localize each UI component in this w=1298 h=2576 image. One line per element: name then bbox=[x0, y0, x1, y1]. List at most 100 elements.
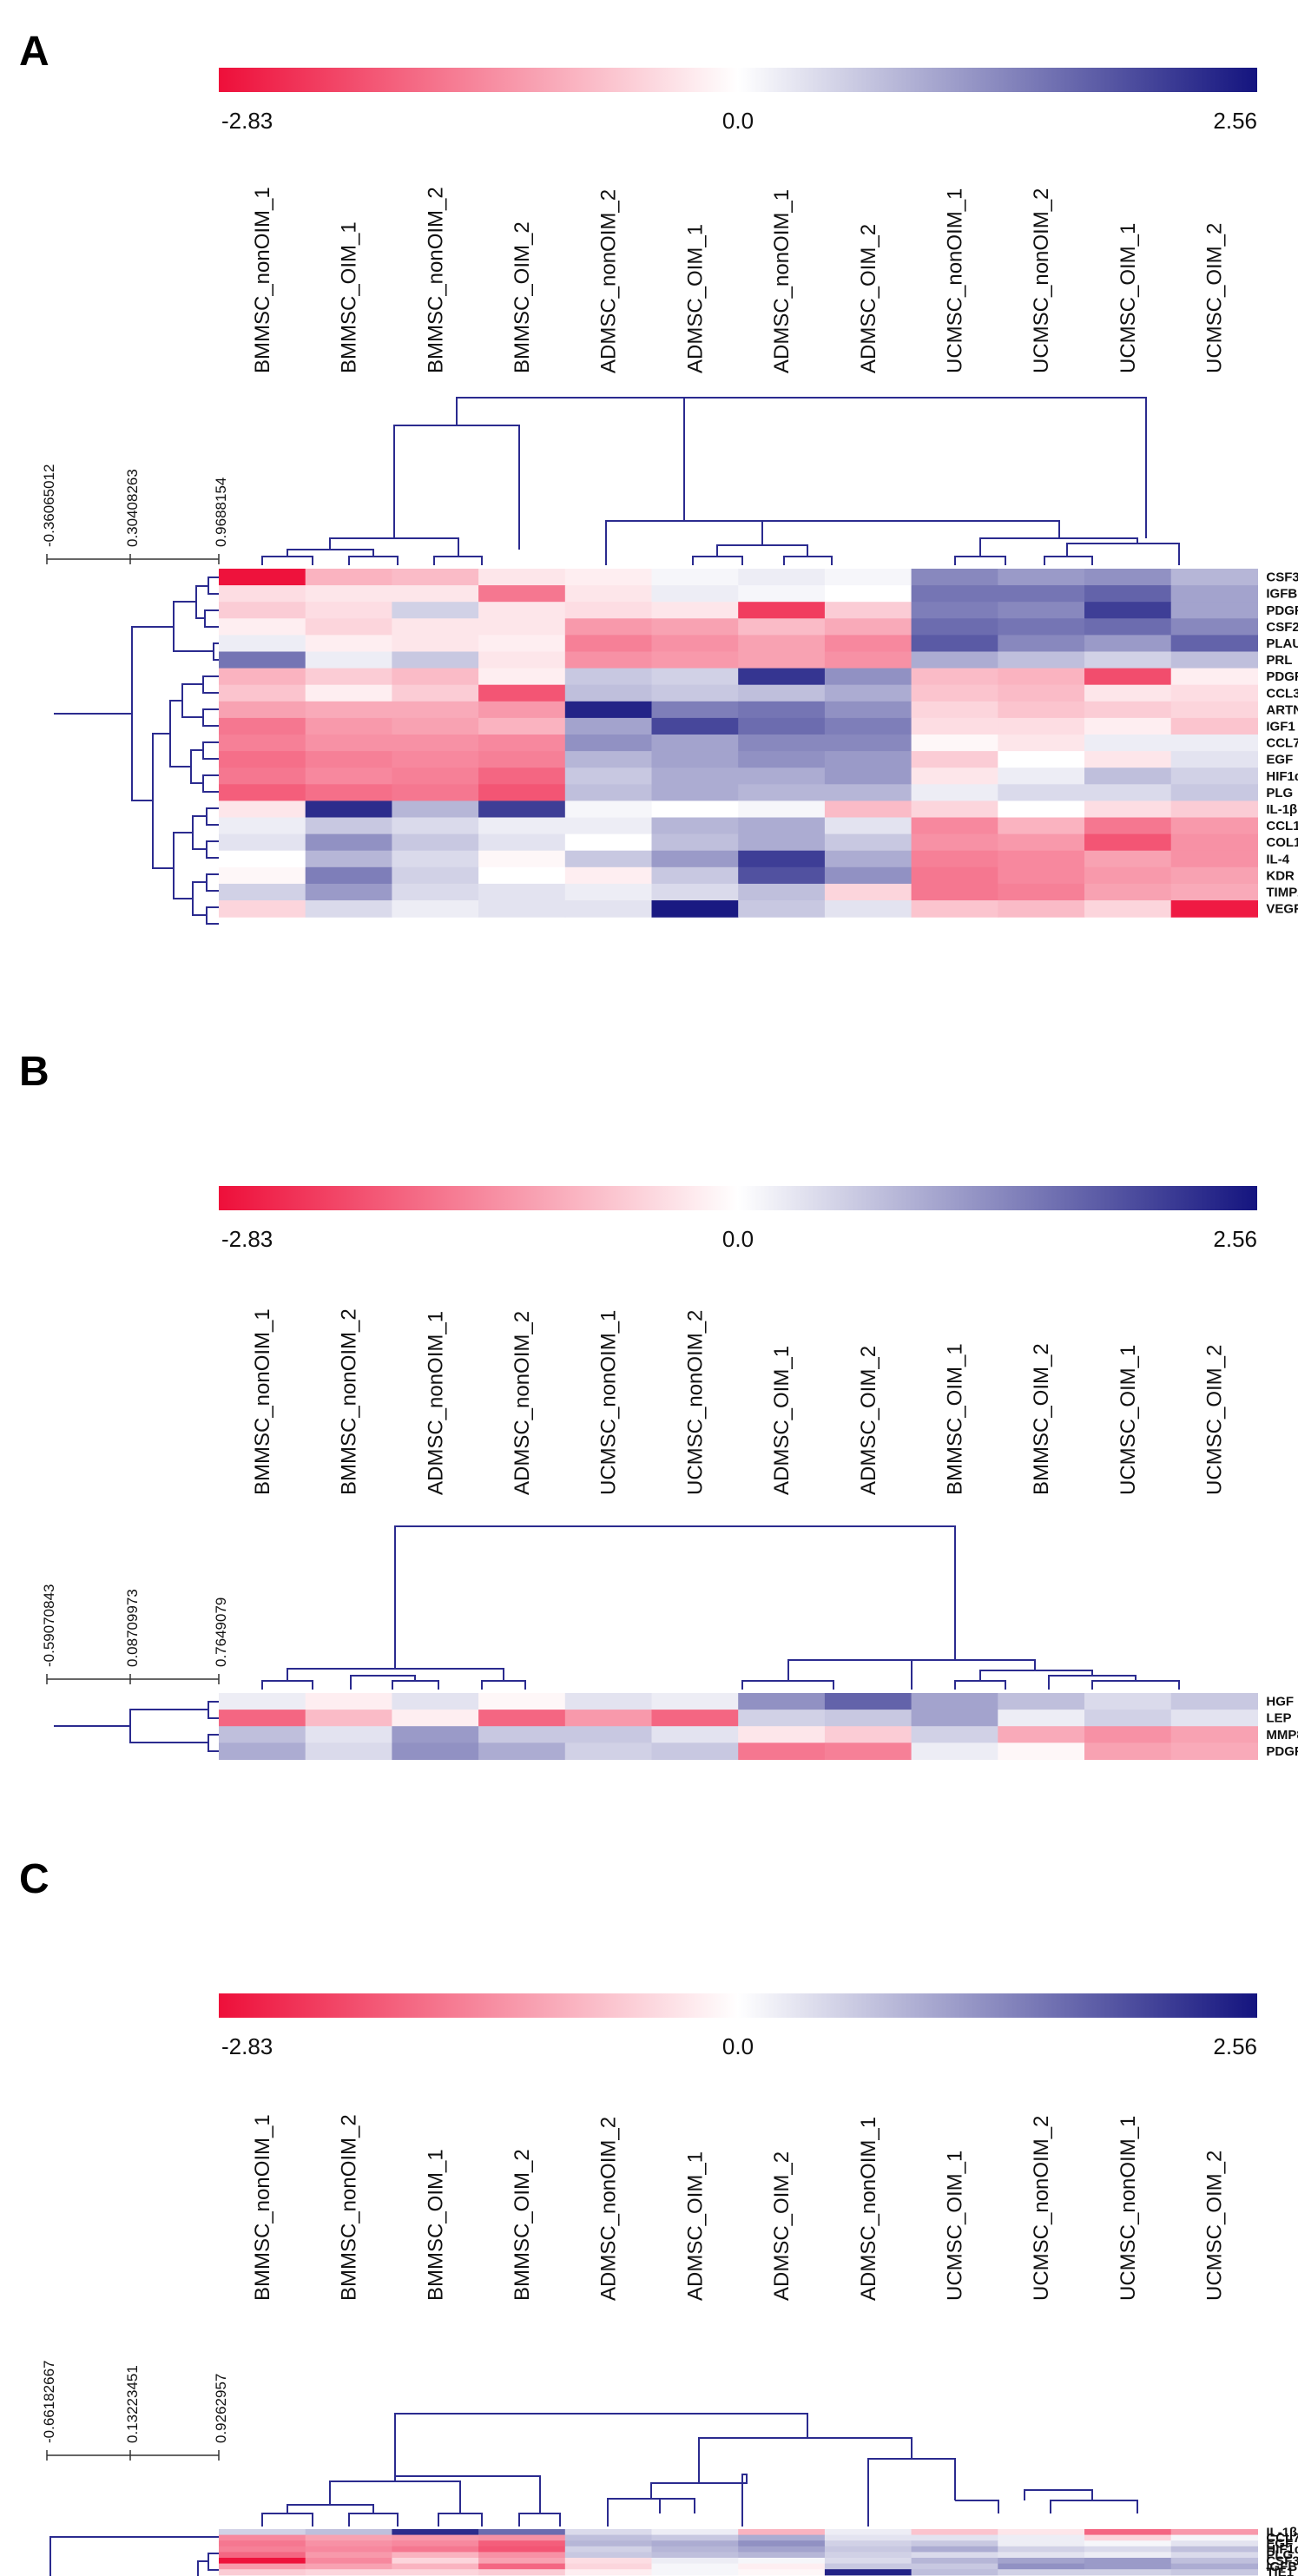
heatmap-cell-IGFBP1-ADMSC_OIM_2 bbox=[738, 2563, 826, 2570]
heatmap-cell-VEGFA-UCMSC_nonOIM_2 bbox=[998, 900, 1085, 918]
heatmap-cell-TIE1-BMMSC_nonOIM_2 bbox=[305, 2569, 392, 2576]
heatmap-cell-IL-1β-UCMSC_nonOIM_1 bbox=[1084, 2529, 1172, 2536]
heatmap-cell-VEGFA-ADMSC_nonOIM_2 bbox=[564, 900, 653, 918]
heatmap-cell-IGF1-BMMSC_nonOIM_2 bbox=[392, 717, 479, 735]
heatmap-cell-CCL13-ADMSC_OIM_2 bbox=[824, 817, 913, 835]
heatmap-cell-TIMP2-UCMSC_nonOIM_1 bbox=[911, 883, 998, 901]
row-label: CCL3 bbox=[1266, 686, 1298, 701]
column-label: BMMSC_OIM_2 bbox=[511, 221, 534, 373]
heatmap-cell-CSF3-BMMSC_nonOIM_2 bbox=[392, 569, 479, 586]
heatmap-cell-LEP-BMMSC_OIM_2 bbox=[998, 1710, 1085, 1727]
heatmap-cell-IL-1β-ADMSC_OIM_1 bbox=[651, 800, 739, 819]
heatmap-cell-TIE1-UCMSC_nonOIM_1 bbox=[1084, 2569, 1172, 2576]
heatmap-cell-HGF-UCMSC_nonOIM_2 bbox=[651, 1693, 739, 1710]
heatmap-cell-KDR-ADMSC_OIM_2 bbox=[824, 866, 913, 885]
column-label: BMMSC_nonOIM_1 bbox=[251, 187, 274, 373]
heatmap-cell-HGF-ADMSC_nonOIM_2 bbox=[478, 1693, 566, 1710]
heatmap-cell-ARTN-ADMSC_OIM_2 bbox=[824, 701, 913, 719]
column-label: UCMSC_nonOIM_2 bbox=[1030, 2116, 1053, 2301]
heatmap-cell-CCL7-ADMSC_nonOIM_2 bbox=[564, 2534, 653, 2541]
heatmap-cell-IGFBP1-BMMSC_OIM_1 bbox=[392, 2563, 479, 2570]
column-label: ADMSC_nonOIM_1 bbox=[424, 1311, 447, 1495]
heatmap-cell-PDGFC-ADMSC_nonOIM_2 bbox=[564, 602, 653, 619]
heatmap-cell-EGF-ADMSC_nonOIM_1 bbox=[738, 751, 826, 768]
row-label: PLAU bbox=[1266, 636, 1298, 651]
heatmap-cell-PDGFD-ADMSC_nonOIM_1 bbox=[738, 668, 826, 686]
heatmap-cell-EGF-ADMSC_OIM_2 bbox=[738, 2540, 826, 2547]
panel-label-a: A bbox=[19, 29, 49, 75]
heatmap-cell-IL-1β-ADMSC_OIM_2 bbox=[824, 800, 913, 819]
heatmap-cell-TIMP2-UCMSC_nonOIM_2 bbox=[998, 883, 1085, 901]
row-dendrogram bbox=[49, 2536, 219, 2576]
heatmap-cell-KDR-BMMSC_OIM_2 bbox=[478, 866, 566, 885]
heatmap-cell-PLAU-UCMSC_OIM_2 bbox=[1170, 635, 1258, 653]
heatmap-cell-HGF-ADMSC_nonOIM_1 bbox=[392, 1693, 479, 1710]
heatmap-cell-TIMP2-ADMSC_nonOIM_1 bbox=[738, 883, 826, 901]
heatmap-cell-CCL7-UCMSC_nonOIM_1 bbox=[911, 735, 998, 752]
heatmap-cell-PLG-BMMSC_OIM_1 bbox=[392, 2552, 479, 2559]
row-dendrogram bbox=[54, 1701, 219, 1752]
heatmap-cell-IL-1β-BMMSC_nonOIM_1 bbox=[219, 2529, 306, 2536]
heatmap-cell-LEP-UCMSC_nonOIM_1 bbox=[564, 1710, 653, 1727]
heatmap-cell-IL-1β-BMMSC_nonOIM_2 bbox=[392, 800, 479, 819]
row-label: VEGFA bbox=[1266, 902, 1298, 917]
heatmap-cell-PDGFC-BMMSC_OIM_1 bbox=[305, 602, 392, 619]
heatmap-cell-IL-4-ADMSC_nonOIM_2 bbox=[564, 850, 653, 868]
heatmap-cell-CSF3-ADMSC_nonOIM_2 bbox=[564, 2558, 653, 2565]
heatmap-cell-PLG-BMMSC_nonOIM_1 bbox=[219, 2552, 306, 2559]
row-label: IL-1β bbox=[1266, 802, 1297, 817]
column-label: UCMSC_nonOIM_1 bbox=[597, 1310, 621, 1495]
heatmap-cell-IL-4-BMMSC_nonOIM_1 bbox=[219, 850, 306, 868]
heatmap-cell-CCL3-BMMSC_OIM_2 bbox=[478, 684, 566, 702]
heatmap-cell-MMP8-BMMSC_OIM_2 bbox=[998, 1726, 1085, 1743]
distance-tick-1: -0.66182667 bbox=[41, 2361, 57, 2443]
heatmap-cell-PDGFD-ADMSC_OIM_2 bbox=[824, 668, 913, 686]
heatmap-cell-HGF-UCMSC_nonOIM_1 bbox=[564, 1693, 653, 1710]
heatmap-cell-IGFBP1-ADMSC_nonOIM_1 bbox=[738, 585, 826, 603]
heatmap-cell-ARTN-ADMSC_nonOIM_1 bbox=[738, 701, 826, 719]
heatmap-cell-CSF3-UCMSC_nonOIM_1 bbox=[911, 569, 998, 586]
row-label: LEP bbox=[1266, 1711, 1291, 1726]
heatmap-cell-IGF1-BMMSC_nonOIM_1 bbox=[219, 717, 306, 735]
heatmap-cell-MMP8-ADMSC_OIM_1 bbox=[738, 1726, 826, 1743]
heatmap-cell-CCL3-UCMSC_OIM_1 bbox=[1084, 684, 1172, 702]
heatmap-cell-PLG-UCMSC_OIM_2 bbox=[1170, 2552, 1258, 2559]
heatmap-cell-TIE1-ADMSC_nonOIM_1 bbox=[824, 2569, 913, 2576]
heatmap-cell-IL-4-ADMSC_nonOIM_1 bbox=[738, 850, 826, 868]
heatmap-cell-CSF3-BMMSC_nonOIM_1 bbox=[219, 569, 306, 586]
column-label: ADMSC_nonOIM_2 bbox=[597, 2117, 621, 2301]
heatmap-cell-PDGFC-UCMSC_OIM_1 bbox=[1084, 602, 1172, 619]
scale-max-label: 2.56 bbox=[1213, 1226, 1257, 1252]
column-label: BMMSC_OIM_2 bbox=[1030, 1343, 1053, 1495]
column-dendrogram bbox=[261, 1525, 1180, 1690]
heatmap-cell-CSF2-UCMSC_OIM_1 bbox=[1084, 618, 1172, 636]
heatmap-cell-CSF3-ADMSC_OIM_2 bbox=[824, 569, 913, 586]
scale-min-label: -2.83 bbox=[221, 2033, 273, 2059]
heatmap-cell-EGF-ADMSC_nonOIM_1 bbox=[824, 2540, 913, 2547]
heatmap-cell-EGF-ADMSC_OIM_1 bbox=[651, 751, 739, 768]
heatmap-cell-PDGFC-BMMSC_nonOIM_2 bbox=[392, 602, 479, 619]
heatmap-cell-IGFBP1-UCMSC_OIM_1 bbox=[911, 2563, 998, 2570]
heatmap-cell-PDGFB-ADMSC_nonOIM_1 bbox=[392, 1743, 479, 1760]
heatmap-cell-PRL-UCMSC_OIM_1 bbox=[1084, 651, 1172, 669]
heatmap-cell-MMP8-ADMSC_nonOIM_2 bbox=[478, 1726, 566, 1743]
heatmap-cell-IGFBP1-BMMSC_OIM_1 bbox=[305, 585, 392, 603]
heatmap-cell-HIF1α-ADMSC_nonOIM_2 bbox=[564, 768, 653, 785]
heatmap-cell-PDGFC-BMMSC_nonOIM_1 bbox=[219, 602, 306, 619]
heatmap-cell-HIF1α-BMMSC_nonOIM_1 bbox=[219, 2546, 306, 2553]
heatmap-cell-CCL7-UCMSC_nonOIM_2 bbox=[998, 2534, 1085, 2541]
heatmap-cell-CSF2-BMMSC_OIM_2 bbox=[478, 618, 566, 636]
heatmap-cell-VEGFA-BMMSC_nonOIM_2 bbox=[392, 900, 479, 918]
heatmap-cell-PDGFD-UCMSC_OIM_2 bbox=[1170, 668, 1258, 686]
heatmap-cell-CSF3-UCMSC_nonOIM_2 bbox=[998, 569, 1085, 586]
row-label: PDGFC bbox=[1266, 603, 1298, 618]
heatmap-cell-COL18A1-UCMSC_nonOIM_1 bbox=[911, 833, 998, 852]
distance-tick-2: 0.13223451 bbox=[124, 2365, 141, 2443]
heatmap-cell-IGFBP1-ADMSC_nonOIM_2 bbox=[564, 2563, 653, 2570]
column-label: UCMSC_nonOIM_2 bbox=[683, 1310, 707, 1495]
heatmap-cell-LEP-UCMSC_OIM_2 bbox=[1170, 1710, 1258, 1727]
heatmap-cell-PLG-ADMSC_nonOIM_1 bbox=[824, 2552, 913, 2559]
row-label: CSF2 bbox=[1266, 620, 1298, 635]
heatmap-cell-PDGFB-UCMSC_OIM_2 bbox=[1170, 1743, 1258, 1760]
